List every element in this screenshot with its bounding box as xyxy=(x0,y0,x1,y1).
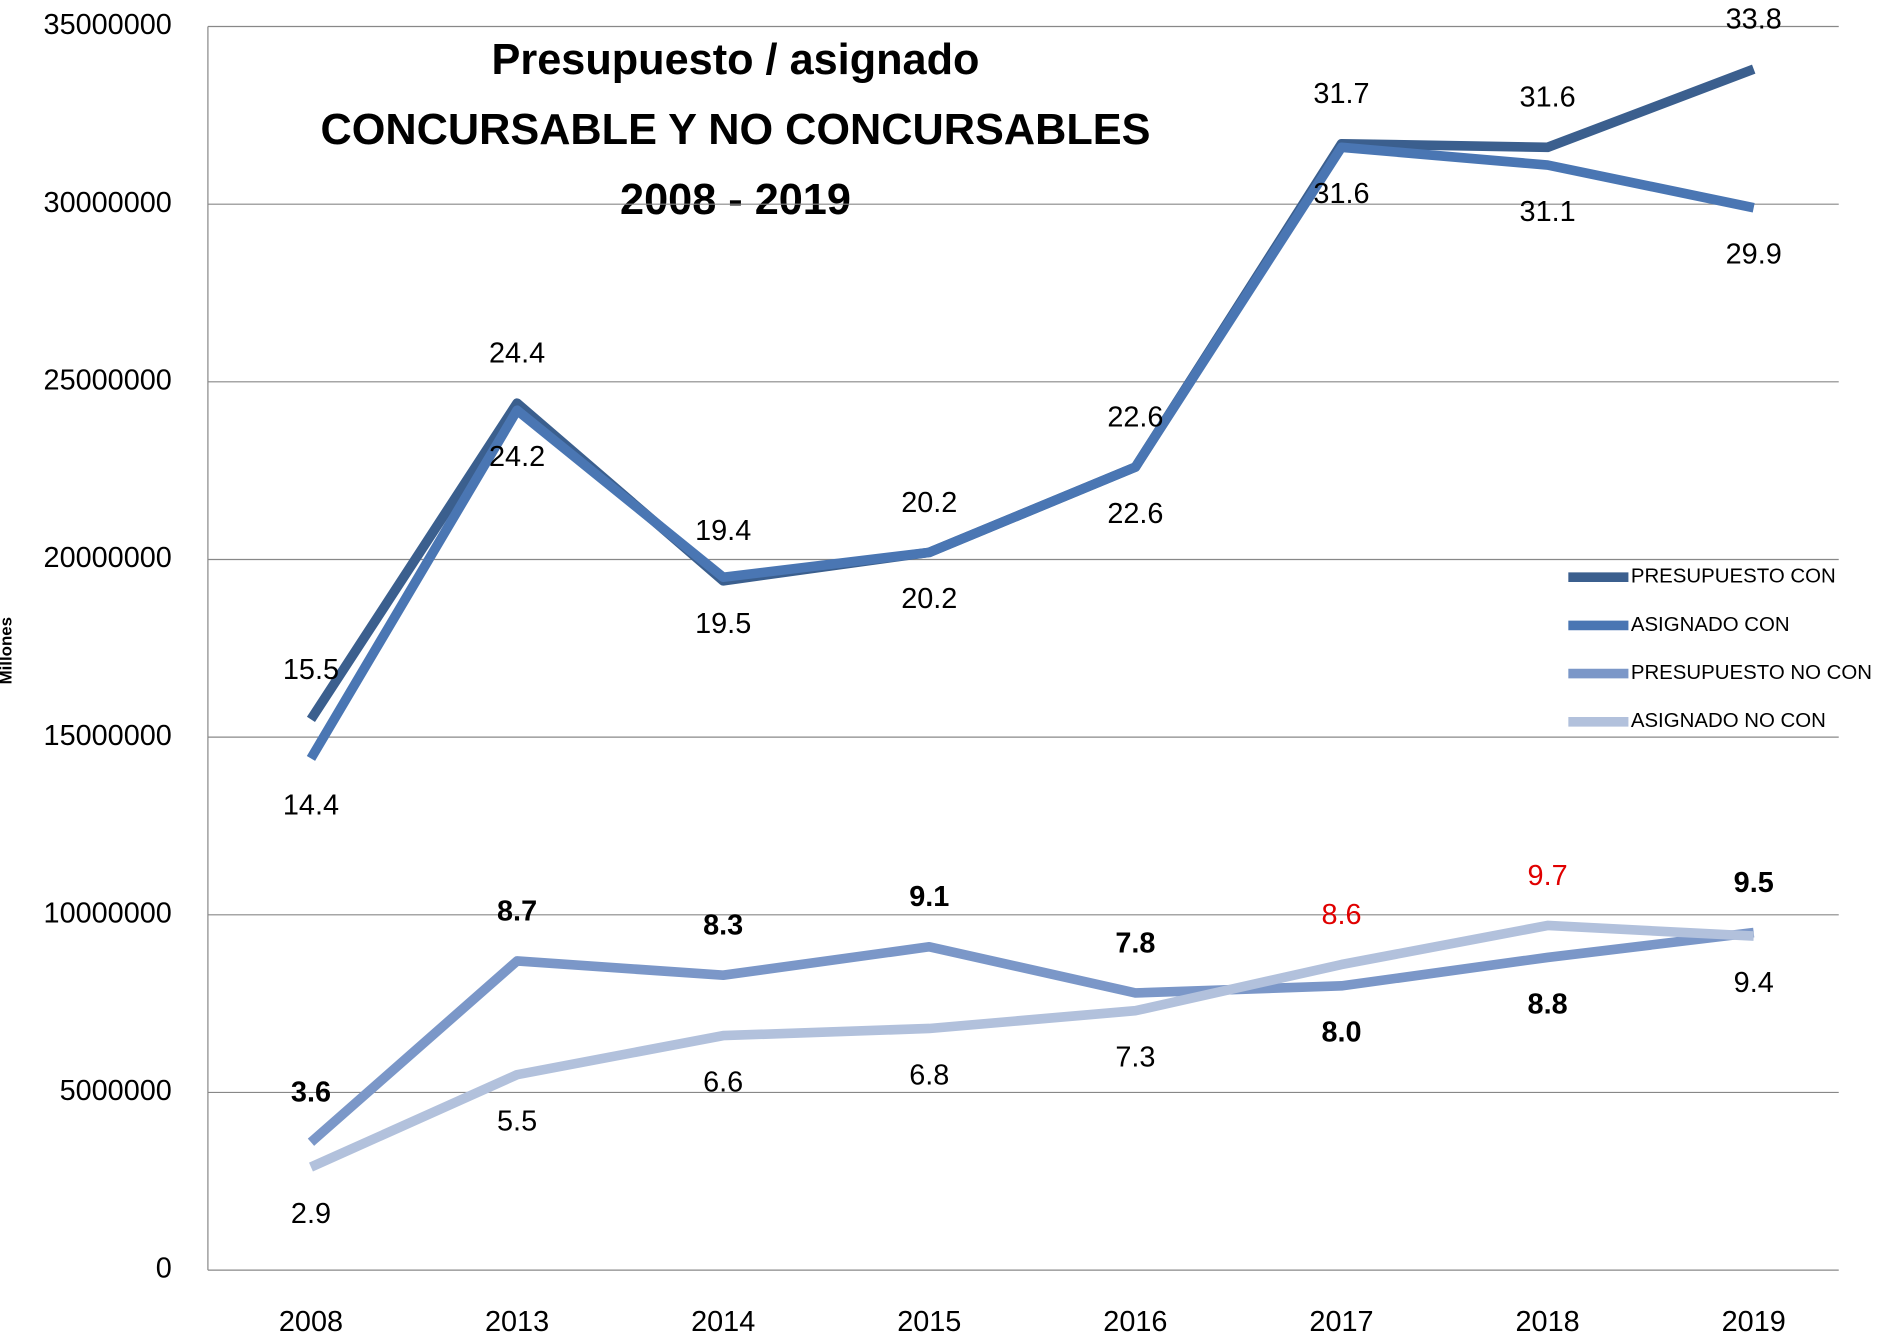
x-tick-label: 2019 xyxy=(1722,1306,1786,1338)
chart-title: Presupuesto / asignado xyxy=(492,36,980,84)
data-label: 33.8 xyxy=(1726,4,1782,36)
data-label: 9.1 xyxy=(909,881,949,913)
y-tick-label: 10000000 xyxy=(44,897,172,929)
data-label: 8.7 xyxy=(497,895,537,927)
line-series xyxy=(307,927,1755,1146)
data-label: 3.6 xyxy=(291,1077,331,1109)
y-tick-label: 5000000 xyxy=(60,1075,172,1107)
data-label: 24.4 xyxy=(489,338,545,370)
data-label: 29.9 xyxy=(1726,239,1782,271)
y-tick-label: 25000000 xyxy=(44,364,172,396)
legend-label: ASIGNADO NO CON xyxy=(1631,709,1826,732)
data-label: 9.7 xyxy=(1528,860,1568,892)
data-label: 8.3 xyxy=(703,910,743,942)
y-tick-label: 20000000 xyxy=(44,542,172,574)
x-tick-label: 2013 xyxy=(485,1306,549,1338)
x-tick-label: 2017 xyxy=(1309,1306,1373,1338)
data-label: 9.5 xyxy=(1734,867,1774,899)
x-tick-label: 2014 xyxy=(691,1306,755,1338)
data-label: 15.5 xyxy=(283,654,339,686)
data-label: 8.8 xyxy=(1528,988,1568,1020)
data-label: 24.2 xyxy=(489,441,545,473)
y-axis-title: Millones xyxy=(0,617,16,684)
data-label: 19.5 xyxy=(695,608,751,640)
data-label: 7.8 xyxy=(1115,927,1155,959)
data-label: 31.6 xyxy=(1313,178,1369,210)
x-tick-label: 2018 xyxy=(1516,1306,1580,1338)
data-label: 6.6 xyxy=(703,1066,743,1098)
line-series xyxy=(309,920,1754,1172)
data-label: 14.4 xyxy=(283,789,339,821)
data-label: 20.2 xyxy=(901,583,957,615)
x-tick-label: 2008 xyxy=(279,1306,343,1338)
legend-label: ASIGNADO CON xyxy=(1631,613,1790,636)
data-label: 5.5 xyxy=(497,1105,537,1137)
data-label: 9.4 xyxy=(1734,967,1774,999)
data-label: 31.6 xyxy=(1520,82,1576,114)
data-label: 20.2 xyxy=(901,487,957,519)
y-tick-label: 0 xyxy=(156,1253,172,1285)
data-label: 31.7 xyxy=(1313,78,1369,110)
data-label: 6.8 xyxy=(909,1059,949,1091)
y-tick-label: 15000000 xyxy=(44,720,172,752)
data-label: 8.0 xyxy=(1321,1017,1361,1049)
data-label: 31.1 xyxy=(1520,196,1576,228)
chart-title: CONCURSABLE Y NO CONCURSABLES xyxy=(321,106,1151,154)
data-label: 2.9 xyxy=(291,1198,331,1230)
legend-label: PRESUPUESTO CON xyxy=(1631,565,1836,588)
x-tick-label: 2015 xyxy=(897,1306,961,1338)
data-label: 7.3 xyxy=(1115,1042,1155,1074)
y-tick-label: 30000000 xyxy=(44,187,172,219)
legend-label: PRESUPUESTO NO CON xyxy=(1631,661,1872,684)
line-series xyxy=(306,142,1755,761)
data-label: 22.6 xyxy=(1107,401,1163,433)
x-tick-label: 2016 xyxy=(1103,1306,1167,1338)
data-label: 19.4 xyxy=(695,515,751,547)
y-tick-label: 35000000 xyxy=(44,9,172,41)
data-label: 8.6 xyxy=(1321,899,1361,931)
data-label: 22.6 xyxy=(1107,498,1163,530)
chart-title: 2008 - 2019 xyxy=(620,176,851,224)
